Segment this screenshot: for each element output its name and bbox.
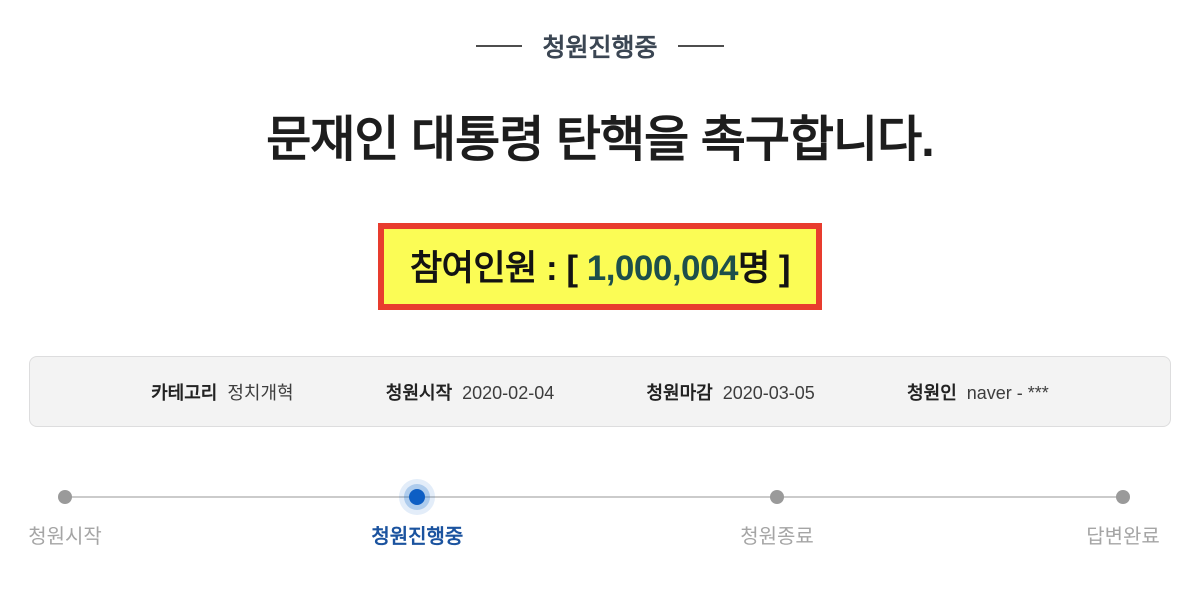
participants-count-box: 참여인원 : [ 1,000,004명 ] — [377, 223, 823, 310]
header-dash-left — [476, 45, 523, 47]
step-label-start: 청원시작 — [28, 526, 102, 548]
participants-bracket-close: ] — [769, 249, 791, 288]
step-dot-in-progress-active — [409, 489, 426, 505]
info-label: 청원마감 — [646, 382, 713, 403]
step-label-in-progress: 청원진행중 — [371, 526, 464, 548]
step-label-closed: 청원종료 — [740, 526, 814, 548]
step-label-answered: 답변완료 — [1086, 526, 1160, 548]
status-header-label: 청원진행중 — [542, 34, 658, 62]
participants-count: 1,000,004 — [586, 249, 739, 288]
step-dot-closed — [770, 490, 785, 504]
info-item-end-date: 청원마감 2020-03-05 — [646, 379, 814, 405]
info-value: 2020-02-04 — [462, 382, 555, 403]
step-dot-answered — [1116, 490, 1130, 504]
petition-progress-stepper: 청원시작 청원진행중 청원종료 답변완료 — [28, 489, 1160, 560]
petition-info-bar: 카테고리 정치개혁 청원시작 2020-02-04 청원마감 2020-03-0… — [29, 356, 1171, 427]
participants-unit: 명 — [737, 249, 770, 288]
info-item-category: 카테고리 정치개혁 — [151, 379, 294, 405]
participants-section: 참여인원 : [ 1,000,004명 ] — [0, 223, 1200, 310]
petition-title: 문재인 대통령 탄핵을 촉구합니다. — [266, 113, 935, 167]
info-label: 청원인 — [907, 382, 957, 403]
info-item-start-date: 청원시작 2020-02-04 — [386, 379, 554, 405]
participants-label: 참여인원 : [ — [409, 249, 587, 288]
header-dash-right — [677, 45, 724, 47]
info-value: 2020-03-05 — [722, 382, 815, 403]
step-dot-start — [58, 490, 72, 504]
status-header: 청원진행중 — [0, 0, 1200, 64]
info-label: 청원시작 — [385, 382, 453, 403]
info-item-petitioner: 청원인 naver - *** — [907, 379, 1049, 405]
info-value: naver - *** — [966, 382, 1049, 403]
info-label: 카테고리 — [151, 382, 218, 403]
progress-track-line — [65, 496, 1123, 498]
info-value: 정치개혁 — [227, 382, 294, 403]
